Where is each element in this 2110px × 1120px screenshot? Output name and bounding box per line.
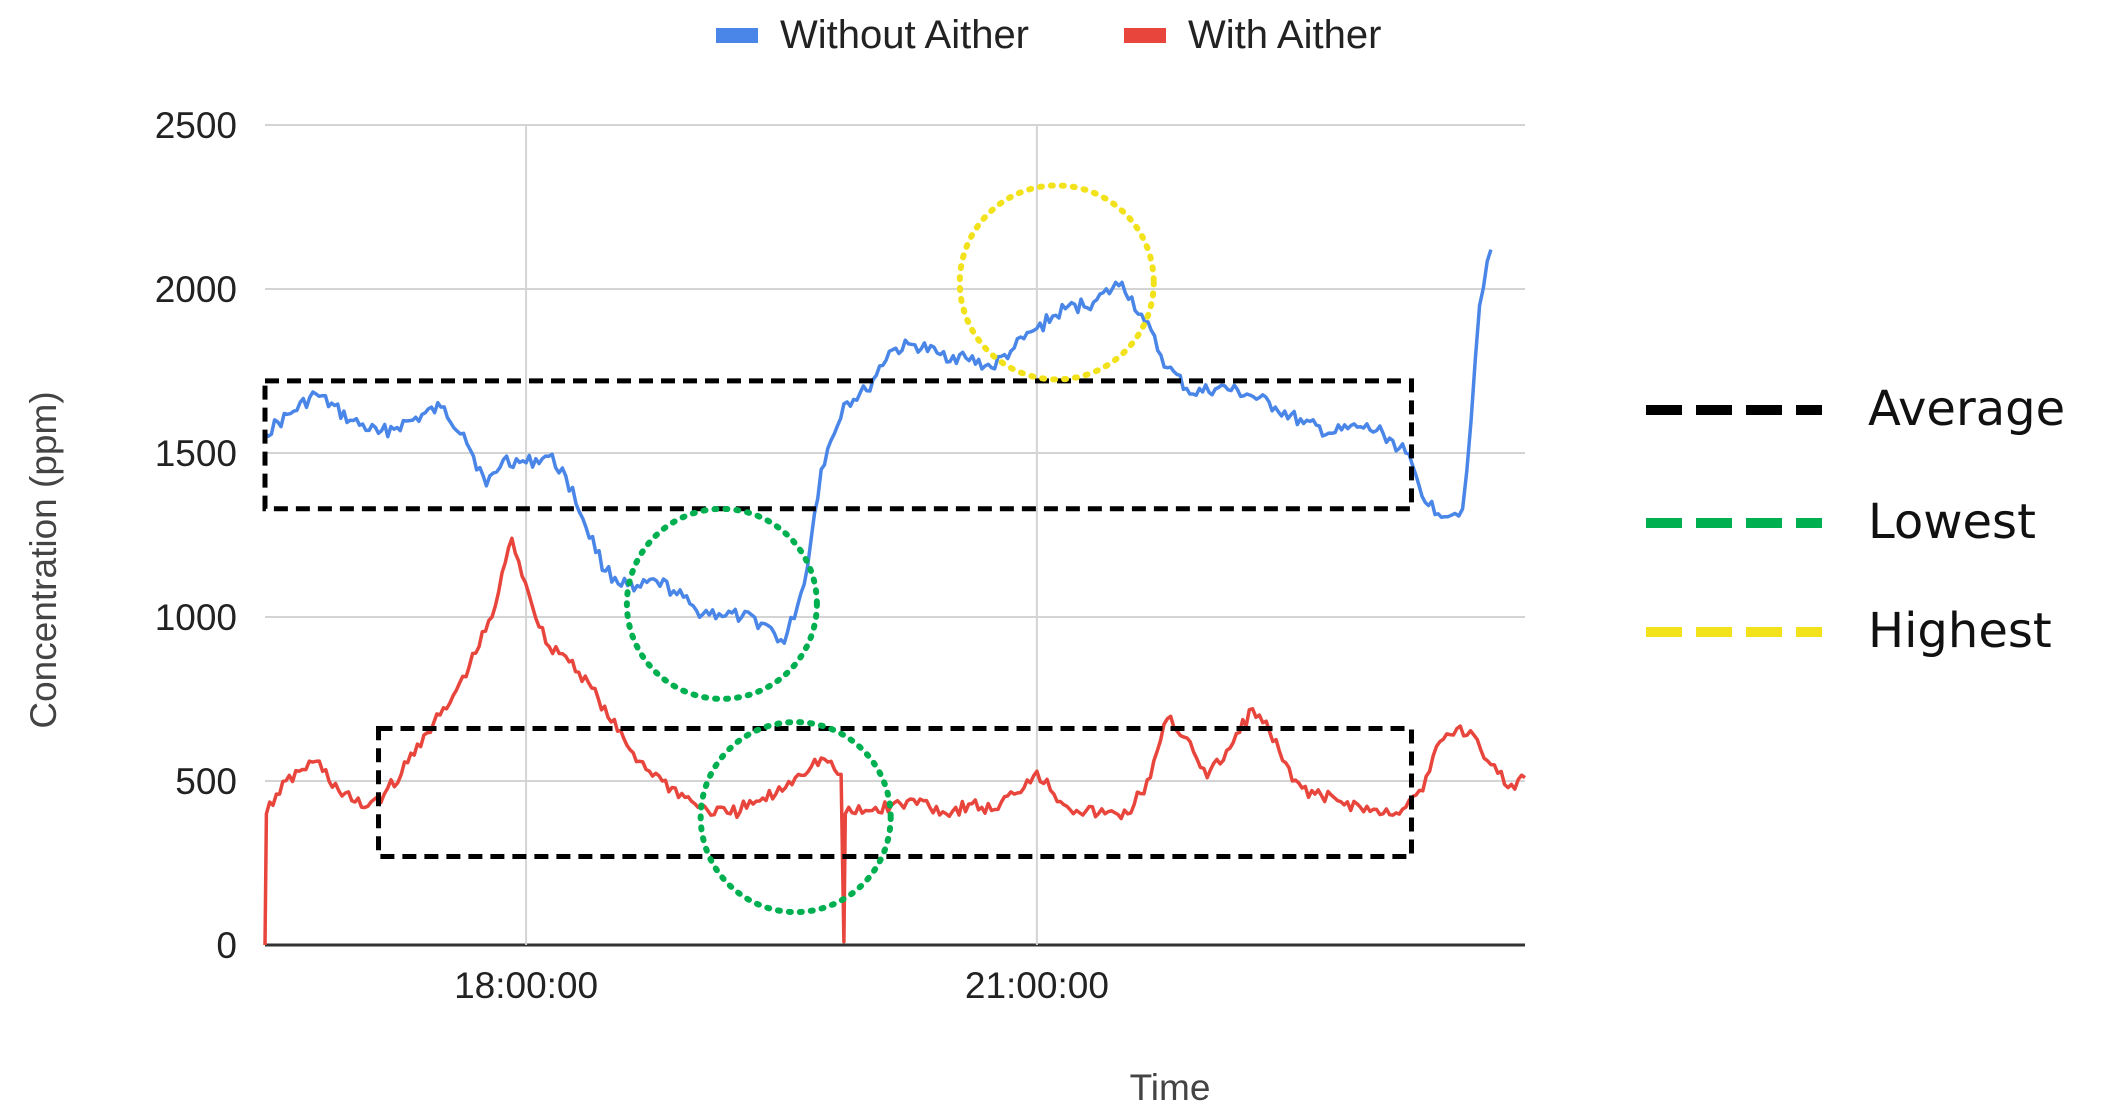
axis-ticks: 0 500 1000 1500 2000 2500 18:00:00 21:00:00 — [155, 105, 1109, 1006]
x-axis-title: Time — [1130, 1067, 1211, 1108]
lowest-circle-with-aither — [697, 719, 894, 916]
key-label-lowest: Lowest — [1868, 494, 2036, 550]
y-tick-label: 1000 — [155, 597, 237, 638]
highlight-key: Average Lowest Highest — [1646, 381, 2065, 659]
x-tick-label: 21:00:00 — [965, 965, 1109, 1006]
highest-circle-without-aither — [956, 182, 1157, 383]
y-tick-label: 500 — [175, 761, 237, 802]
legend-label-with-aither: With Aither — [1188, 13, 1381, 57]
series-lines — [263, 249, 1527, 946]
x-tick-label: 18:00:00 — [454, 965, 598, 1006]
y-axis-title: Concentration (ppm) — [23, 391, 64, 728]
lowest-circle-without-aither — [623, 505, 820, 702]
key-label-average: Average — [1868, 381, 2065, 437]
series-line-without-aither — [263, 249, 1493, 645]
series-line-with-aither — [263, 536, 1527, 946]
grid-lines — [265, 124, 1525, 947]
y-tick-label: 1500 — [155, 433, 237, 474]
legend-swatch-with-aither — [1124, 28, 1166, 43]
average-box-with-aither — [376, 726, 1414, 859]
y-tick-label: 2500 — [155, 105, 237, 146]
y-tick-label: 2000 — [155, 269, 237, 310]
legend-label-without-aither: Without Aither — [780, 13, 1029, 57]
annotations — [262, 182, 1414, 916]
legend: Without Aither With Aither — [716, 13, 1381, 57]
average-box-without-aither — [262, 378, 1414, 512]
key-label-highest: Highest — [1868, 603, 2052, 659]
y-tick-label: 0 — [216, 925, 237, 966]
legend-swatch-without-aither — [716, 28, 758, 43]
